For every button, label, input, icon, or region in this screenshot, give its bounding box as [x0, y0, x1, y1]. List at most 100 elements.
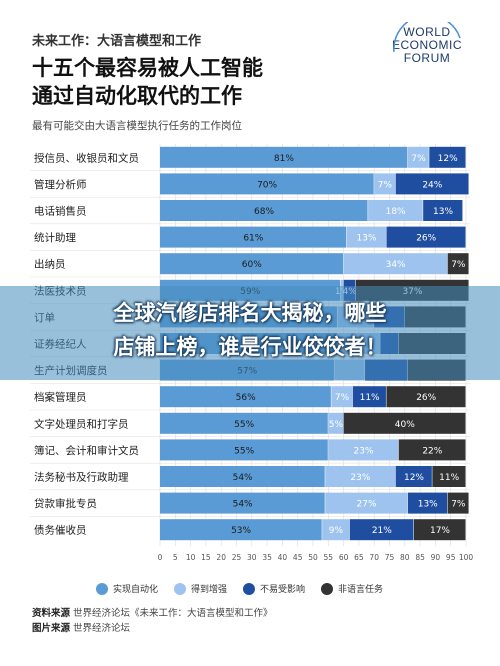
chart-title: 十五个最容易被人工智能 通过自动化取代的工作 [32, 54, 362, 110]
bar-segment [447, 253, 469, 275]
legend-label-lower: 不易受影响 [260, 585, 306, 595]
data-label: 70% [257, 180, 277, 190]
x-tick-label: 5 [173, 553, 178, 562]
data-label: 53% [231, 526, 251, 536]
bar-segment [325, 492, 408, 514]
category-label: 法务秘书及行政助理 [34, 471, 129, 484]
data-label: 40% [395, 420, 415, 430]
data-label: 9% [329, 526, 344, 536]
legend-label-augmentation: 得到增强 [191, 585, 228, 595]
image-source-text: 世界经济论坛 [73, 623, 131, 634]
legend-swatch-nonlanguage [321, 582, 334, 595]
bar-segment [160, 226, 347, 248]
legend: 实现自动化 得到增强 不易受影响 非语言任务 [96, 582, 383, 595]
bar-segment [160, 412, 328, 434]
x-tick-label: 20 [216, 553, 226, 562]
x-tick-label: 90 [431, 553, 441, 562]
data-label: 5% [329, 420, 344, 430]
overlay-banner-text: 全球汽修店排名大揭秘，哪些 店铺上榜，谁是行业佼佼者！ [20, 296, 480, 364]
data-label: 12% [438, 154, 458, 164]
title-line-1: 十五个最容易被人工智能 [32, 56, 263, 80]
data-label: 22% [422, 446, 442, 456]
data-label: 13% [433, 207, 453, 217]
banner-line-2: 店铺上榜，谁是行业佼佼者！ [113, 335, 387, 359]
image-source-label: 图片来源 [32, 623, 71, 634]
bar-segment [407, 146, 429, 168]
bar-segment [447, 492, 469, 514]
source-note: 资料来源 世界经济论坛《未来工作：大语言模型和工作》 图片来源 世界经济论坛 [32, 606, 273, 636]
data-label: 7% [411, 154, 426, 164]
category-label: 贷款审批专员 [34, 497, 97, 510]
x-tick-label: 10 [186, 553, 196, 562]
category-label: 簿记、会计和审计文员 [34, 444, 139, 457]
overlay-banner [0, 286, 500, 380]
logo-line-2: ECONOMIC [392, 38, 462, 52]
bar-segment [328, 412, 344, 434]
category-label: 统计助理 [34, 231, 76, 244]
data-label: 7% [451, 260, 466, 270]
data-label: 55% [234, 446, 254, 456]
bar-segment [160, 466, 325, 487]
category-label: 电话销售员 [34, 205, 87, 218]
legend-swatch-augmentation [174, 582, 187, 595]
x-tick-label: 55 [324, 553, 334, 562]
bar-segment [160, 386, 331, 408]
bar-segment [374, 173, 396, 195]
bar-segment [398, 439, 466, 461]
data-label: 18% [386, 207, 406, 217]
data-label: 12% [404, 473, 424, 483]
category-label: 档案管理员 [34, 391, 87, 404]
data-label: 7% [335, 393, 350, 403]
source-label: 资料来源 [32, 608, 71, 619]
bar-segment [160, 173, 374, 195]
bar-segment [395, 466, 432, 487]
legend-item-nonlanguage: 非语言任务 [321, 582, 383, 595]
data-label: 24% [422, 180, 442, 190]
bar-segment [322, 519, 350, 541]
x-tick-label: 0 [158, 553, 163, 562]
x-tick-label: 30 [247, 553, 257, 562]
bar-segment [407, 492, 448, 514]
data-label: 7% [378, 180, 393, 190]
x-tick-label: 15 [201, 553, 211, 562]
bar-segment [325, 466, 396, 487]
data-label: 54% [233, 473, 253, 483]
x-tick-label: 75 [385, 553, 395, 562]
legend-label-automation: 实现自动化 [113, 585, 159, 595]
source-line: 资料来源 世界经济论坛《未来工作：大语言模型和工作》 [32, 606, 273, 621]
data-label: 55% [234, 420, 254, 430]
data-label: 21% [372, 526, 392, 536]
logo-line-3: FORUM [403, 51, 451, 65]
data-label: 54% [233, 500, 253, 510]
data-label: 26% [416, 234, 436, 244]
data-label: 34% [386, 260, 406, 270]
legend-swatch-automation [96, 582, 108, 595]
data-label: 61% [243, 234, 263, 244]
x-tick-label: 65 [354, 553, 364, 562]
bar-segment [160, 439, 328, 461]
bar-segment [160, 519, 322, 541]
category-label: 文字处理员和打字员 [34, 417, 129, 430]
legend-item-automation: 实现自动化 [96, 582, 158, 595]
x-tick-label: 50 [308, 553, 318, 562]
category-label: 出纳员 [34, 258, 66, 271]
data-label: 13% [357, 234, 377, 244]
data-label: 56% [236, 393, 256, 403]
bar-segment [368, 200, 423, 221]
category-label: 管理分析师 [34, 178, 87, 191]
banner-line-1: 全球汽修店排名大揭秘，哪些 [113, 301, 387, 325]
x-tick-label: 35 [262, 553, 272, 562]
x-tick-label: 80 [400, 553, 410, 562]
bar-segment [386, 226, 466, 248]
data-label: 11% [439, 473, 459, 483]
bar-segment [343, 253, 448, 275]
kicker: 未来工作：大语言模型和工作 [32, 34, 202, 49]
x-tick-label: 45 [293, 553, 303, 562]
title-line-2: 通过自动化取代的工作 [32, 84, 242, 108]
bar-segment [346, 226, 386, 248]
category-label: 授信员、收银员和文员 [34, 151, 139, 164]
data-label: 27% [357, 500, 377, 510]
bar-segment [160, 253, 344, 275]
x-tick-label: 95 [446, 553, 456, 562]
data-label: 23% [353, 446, 373, 456]
